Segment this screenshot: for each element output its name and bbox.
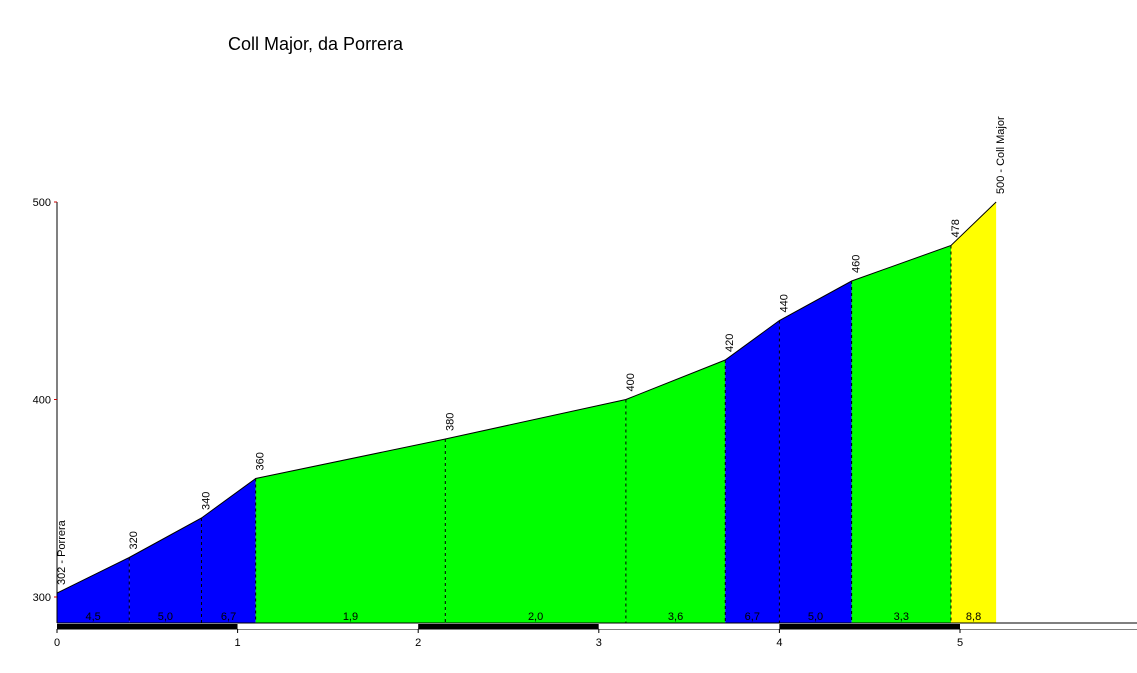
- segment-area-4: [445, 399, 626, 623]
- segment-area-9: [950, 202, 997, 623]
- y-tick-label-2: 500: [33, 197, 51, 209]
- x-tick-label-3: 3: [596, 637, 602, 649]
- segment-fills: [57, 202, 997, 623]
- segment-area-8: [851, 245, 951, 623]
- point-label-8: 460: [851, 255, 863, 273]
- segment-area-5: [625, 360, 726, 623]
- point-labels: 4,5 5,0 6,7 1,9 2,0 3,6 6,7 5,0 3,3 8,8 302 - Porr…: [56, 116, 1007, 623]
- segment-area-3: [255, 439, 446, 623]
- point-label-4: 380: [444, 413, 456, 431]
- segment-gradient-label-7: 5,0: [808, 611, 823, 623]
- km-scale-segment-3: [598, 624, 780, 629]
- km-scale-segment-0: [57, 624, 238, 629]
- point-label-7: 440: [778, 294, 790, 312]
- chart-title: Coll Major, da Porrera: [228, 34, 404, 54]
- km-scale-segment-2: [418, 624, 599, 629]
- axes: 300 400 500 0 1 2 3 4 5: [33, 197, 1137, 649]
- point-label-9: 478: [950, 219, 962, 237]
- segment-area-2: [201, 478, 256, 623]
- y-tick-label-0: 300: [33, 592, 51, 604]
- point-label-3: 360: [255, 452, 267, 470]
- point-label-10: 500 - Coll Major: [995, 116, 1007, 194]
- segment-gradient-label-3: 1,9: [343, 611, 358, 623]
- profile-outline: [56, 201, 997, 594]
- point-label-2: 340: [200, 492, 212, 510]
- point-label-1: 320: [128, 531, 140, 549]
- segment-dividers: [128, 245, 952, 623]
- segment-gradient-label-1: 5,0: [158, 611, 173, 623]
- x-tick-label-5: 5: [957, 637, 963, 649]
- km-scale-segment-4: [779, 624, 960, 629]
- segment-area-0: [57, 557, 130, 623]
- segment-area-6: [725, 320, 780, 623]
- x-tick-label-2: 2: [415, 637, 421, 649]
- segment-area-7: [779, 281, 852, 623]
- segment-gradient-label-4: 2,0: [528, 611, 543, 623]
- y-tick-label-1: 400: [33, 395, 51, 407]
- segment-gradient-label-9: 8,8: [966, 611, 981, 623]
- segment-gradient-label-2: 6,7: [221, 611, 236, 623]
- segment-gradient-label-8: 3,3: [894, 611, 909, 623]
- x-tick-label-4: 4: [776, 637, 782, 649]
- point-label-5: 400: [625, 373, 637, 391]
- x-tick-label-1: 1: [235, 637, 241, 649]
- segment-gradient-label-6: 6,7: [745, 611, 760, 623]
- km-scale-segment-5: [960, 624, 1137, 629]
- segment-gradient-label-5: 3,6: [668, 611, 683, 623]
- profile-line: [56, 201, 997, 594]
- segment-area-1: [129, 518, 202, 623]
- point-label-0: 302 - Porrera: [56, 519, 68, 585]
- x-tick-label-0: 0: [54, 637, 60, 649]
- km-scale-segment-1: [237, 624, 419, 629]
- segment-gradient-label-0: 4,5: [85, 611, 100, 623]
- point-label-6: 420: [724, 334, 736, 352]
